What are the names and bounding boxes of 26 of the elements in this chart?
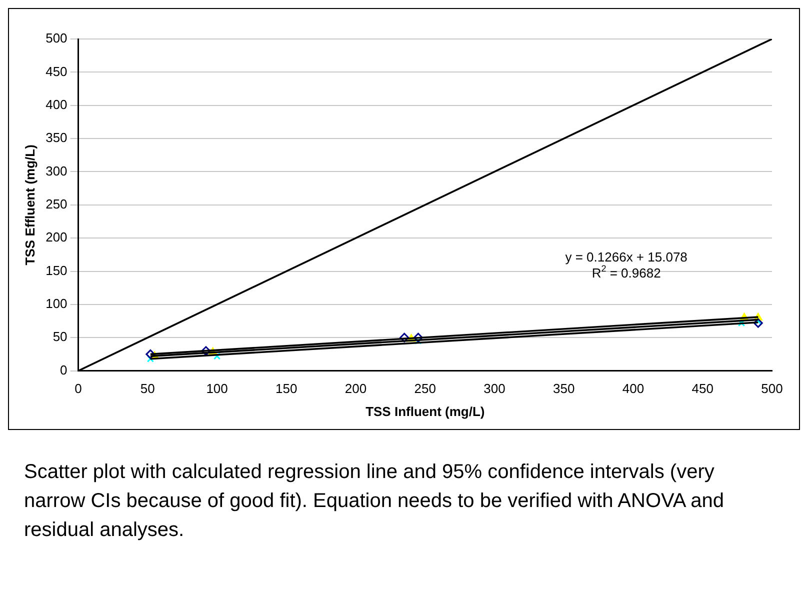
x-tick-label: 450: [692, 381, 714, 396]
annotation: y = 0.1266x + 15.078: [565, 250, 688, 265]
y-tick-label: 150: [46, 262, 68, 278]
y-tick-label: 100: [46, 296, 68, 312]
y-axis-title: TSS Effluent (mg/L): [22, 144, 38, 266]
x-tick-label: 400: [622, 381, 644, 396]
y-tick-label: 250: [46, 196, 68, 212]
x-tick-label: 100: [206, 381, 228, 396]
x-tick-label: 50: [140, 381, 155, 396]
x-tick-label: 350: [553, 381, 575, 396]
y-tick-label: 50: [52, 329, 68, 344]
y-tick-label: 500: [46, 30, 68, 46]
y-tick-label: 300: [46, 163, 68, 178]
x-axis-title: TSS Influent (mg/L): [366, 404, 485, 419]
x-tick-label: 300: [484, 381, 506, 396]
y-tick-label: 350: [46, 130, 68, 146]
y-tick-label: 450: [46, 64, 68, 79]
x-tick-label: 150: [276, 381, 298, 396]
y-tick-label: 400: [46, 96, 68, 112]
x-tick-label: 500: [761, 381, 783, 396]
x-tick-label: 200: [344, 381, 367, 396]
text: Scatter plot with calculated regression line and 95% confidence intervals (very narrow CIs because of good fit). Equation needs to be verified with ANOVA and residual analyses.: [23, 460, 726, 543]
y-tick-label: 200: [46, 230, 68, 245]
x-tick-label: 0: [74, 381, 82, 396]
y-tick-label: 0: [60, 362, 68, 378]
x-tick-label: 250: [414, 381, 436, 396]
